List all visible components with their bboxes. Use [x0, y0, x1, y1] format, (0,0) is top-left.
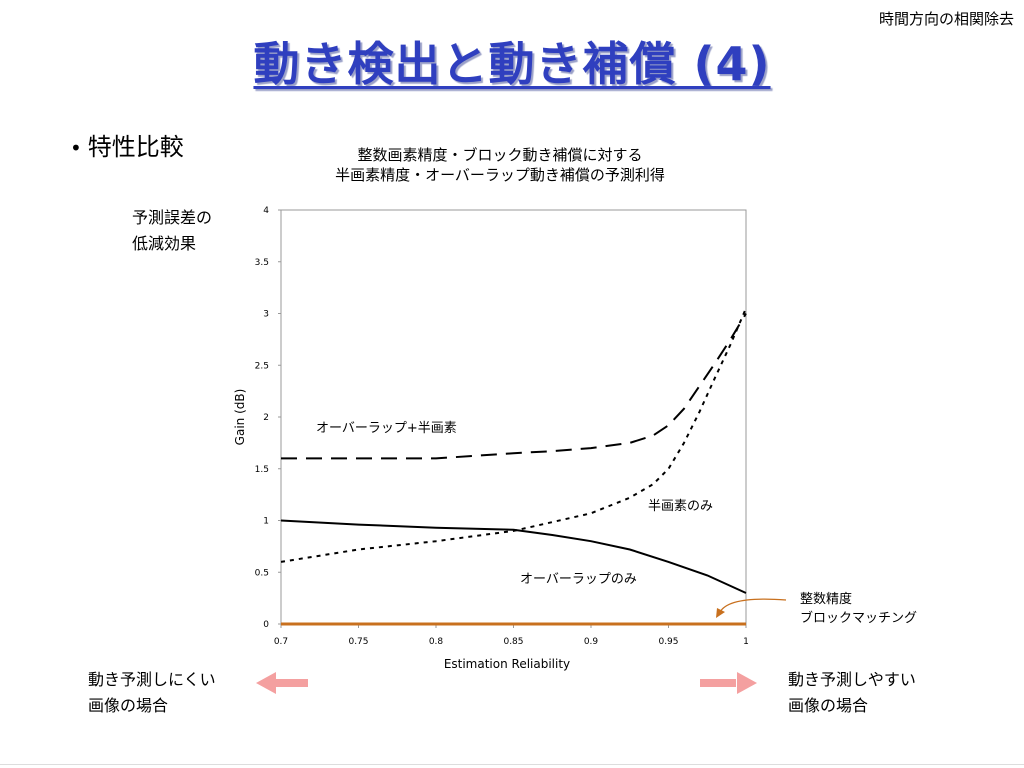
arrow-right-icon: [700, 672, 757, 694]
series-halfpel-only: [280, 307, 747, 563]
y-tick-label: 1.5: [255, 465, 269, 475]
bullet-item: • 特性比較: [70, 127, 184, 162]
chart-title: 整数画素精度・ブロック動き補償に対する 半画素精度・オーバーラップ動き補償の予測…: [250, 145, 750, 185]
y-caption: 予測誤差の 低減効果: [132, 205, 212, 257]
y-tick-label: 3.5: [255, 258, 269, 268]
x-tick-label: 1: [743, 637, 749, 647]
label-halfpel-only: 半画素のみ: [648, 499, 713, 514]
corner-label: 時間方向の相関除去: [878, 10, 1014, 28]
right-caption: 動き予測しやすい 画像の場合: [788, 667, 916, 719]
y-tick-label: 2.5: [255, 361, 269, 371]
left-caption-line1: 動き予測しにくい: [88, 670, 216, 689]
baseline-annotation-line2: ブロックマッチング: [800, 611, 918, 626]
series-lines: [280, 307, 747, 626]
bullet-text: 特性比較: [87, 133, 184, 161]
y-tick-label: 2: [263, 413, 269, 423]
x-ticks: 0.7 0.75 0.8 0.85 0.9 0.95 1: [274, 624, 749, 647]
y-ticks: 0 0.5 1 1.5 2 2.5 3 3.5 4: [255, 206, 281, 630]
left-caption-line2: 画像の場合: [88, 696, 169, 715]
x-tick-label: 0.7: [274, 637, 288, 647]
chart-title-line2: 半画素精度・オーバーラップ動き補償の予測利得: [335, 166, 665, 184]
label-overlap-only: オーバーラップのみ: [520, 572, 637, 587]
y-tick-label: 1: [263, 517, 269, 527]
x-tick-label: 0.95: [658, 637, 678, 647]
footer-divider: [0, 764, 1024, 765]
y-tick-label: 4: [263, 206, 269, 216]
series-overlap-only: [280, 519, 747, 594]
annotation-pointer-icon: [716, 598, 787, 618]
y-tick-label: 0.5: [255, 568, 269, 578]
x-tick-label: 0.8: [429, 637, 444, 647]
baseline-annotation: 整数精度 ブロックマッチング: [800, 590, 917, 628]
y-caption-line1: 予測誤差の: [132, 208, 213, 227]
y-caption-line2: 低減効果: [132, 234, 197, 253]
x-tick-label: 0.85: [503, 637, 523, 647]
right-caption-line1: 動き予測しやすい: [788, 670, 916, 689]
series-overlap-halfpel: [281, 312, 747, 460]
x-axis-label: Estimation Reliability: [444, 657, 570, 671]
x-tick-label: 0.75: [348, 637, 368, 647]
label-overlap-halfpel: オーバーラップ+半画素: [316, 421, 457, 436]
arrow-left-icon: [256, 672, 308, 694]
y-axis-label: Gain (dB): [233, 389, 247, 446]
y-tick-label: 0: [263, 620, 269, 630]
right-caption-line2: 画像の場合: [788, 696, 869, 715]
bullet-dot: •: [70, 136, 82, 160]
slide-title: 動き検出と動き補償 (4): [253, 37, 771, 91]
baseline-annotation-line1: 整数精度: [800, 592, 853, 607]
chart-title-line1: 整数画素精度・ブロック動き補償に対する: [357, 146, 643, 164]
left-caption: 動き予測しにくい 画像の場合: [88, 667, 216, 719]
y-tick-label: 3: [263, 310, 269, 320]
x-tick-label: 0.9: [584, 637, 599, 647]
